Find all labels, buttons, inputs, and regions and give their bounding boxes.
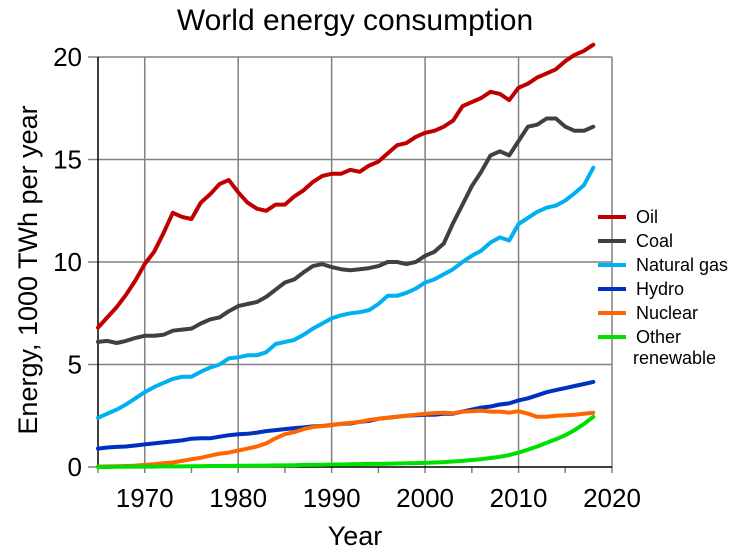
x-tick-label: 2020 — [583, 483, 641, 513]
legend-label-nuclear: Nuclear — [636, 303, 698, 323]
series-lines — [96, 42, 596, 469]
series-line-natural-gas — [96, 165, 596, 420]
x-tick-label: 2010 — [490, 483, 548, 513]
series-line-oil — [96, 42, 596, 330]
series-line-other-renewable — [96, 414, 596, 469]
y-axis-label: Energy, 1000 TWh per year — [13, 105, 43, 434]
y-tick-label: 5 — [68, 350, 82, 380]
y-tick-label: 10 — [53, 247, 82, 277]
legend-label-coal: Coal — [636, 231, 673, 251]
x-tick-label: 1990 — [303, 483, 361, 513]
axes — [88, 56, 613, 473]
legend-label-natural-gas: Natural gas — [636, 255, 728, 275]
x-tick-label: 1970 — [116, 483, 174, 513]
legend-label-hydro: Hydro — [636, 279, 684, 299]
legend-label-other-renewable: Other — [636, 327, 681, 347]
y-tick-label: 0 — [68, 452, 82, 482]
grid — [98, 56, 613, 467]
y-tick-label: 15 — [53, 145, 82, 175]
y-tick-labels: 0 5 10 15 20 — [53, 42, 82, 482]
x-tick-labels: 1970 1980 1990 2000 2010 2020 — [116, 483, 641, 513]
legend-label-other-renewable: renewable — [633, 348, 716, 368]
y-tick-label: 20 — [53, 42, 82, 72]
series-line-nuclear — [96, 408, 596, 469]
x-axis-label: Year — [328, 521, 383, 551]
x-tick-label: 1980 — [209, 483, 267, 513]
chart-title: World energy consumption — [177, 4, 533, 37]
x-tick-label: 2000 — [396, 483, 454, 513]
legend-label-oil: Oil — [636, 207, 658, 227]
legend: Oil Coal Natural gas Hydro Nuclear Otherrenew… — [598, 207, 728, 368]
series-line-coal — [96, 116, 596, 345]
